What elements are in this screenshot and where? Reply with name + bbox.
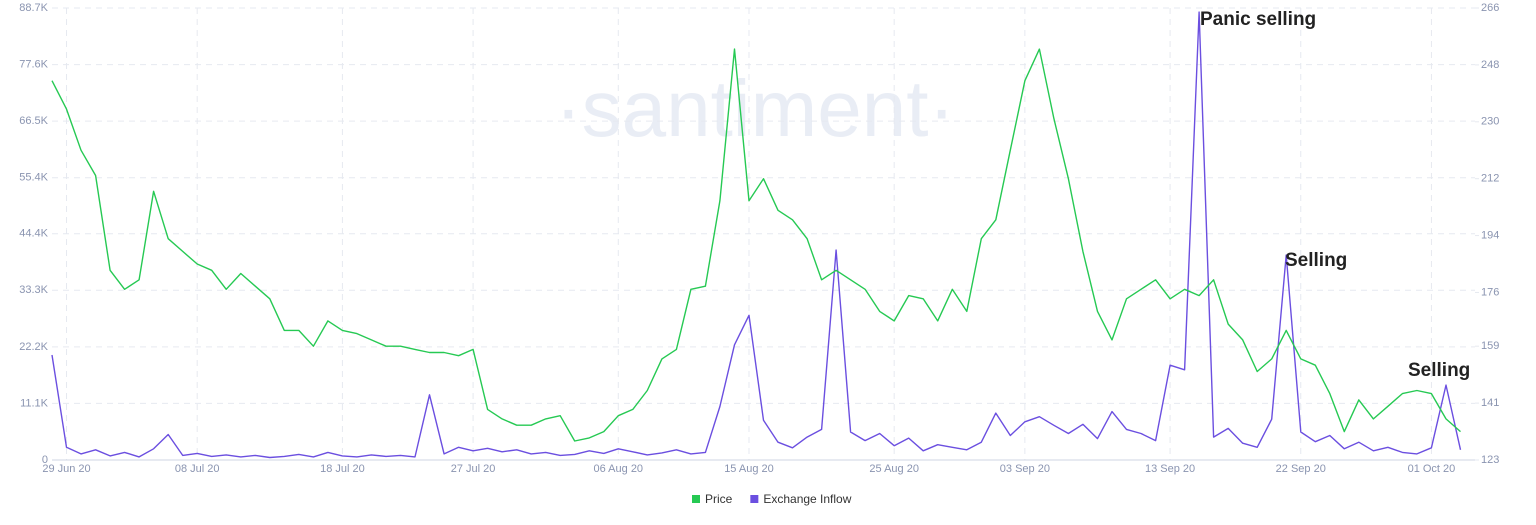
x-tick-label: 06 Aug 20: [594, 463, 644, 475]
y2-tick-label: 194: [1481, 229, 1499, 241]
legend-label: Price: [705, 492, 733, 506]
y-tick-label: 22.2K: [19, 341, 48, 353]
y-tick-label: 11.1K: [20, 397, 49, 409]
y-tick-label: 33.3K: [19, 284, 48, 296]
y-tick-label: 66.5K: [19, 115, 48, 127]
y-tick-label: 44.4K: [19, 228, 48, 240]
y-tick-label: 55.4K: [19, 172, 48, 184]
annotation: Selling: [1408, 360, 1470, 381]
x-tick-label: 03 Sep 20: [1000, 463, 1050, 475]
y-tick-label: 0: [42, 454, 48, 466]
y-tick-label: 88.7K: [19, 2, 48, 14]
series-line: [51, 11, 1462, 459]
x-tick-label: 08 Jul 20: [175, 463, 220, 475]
x-tick-label: 29 Jun 20: [42, 463, 90, 475]
watermark: ·santiment·: [555, 64, 955, 153]
y2-tick-label: 212: [1481, 173, 1499, 185]
y2-tick-label: 123: [1481, 454, 1499, 466]
legend-swatch: [750, 495, 759, 503]
x-tick-label: 01 Oct 20: [1408, 463, 1456, 475]
y2-tick-label: 248: [1481, 59, 1499, 71]
x-tick-label: 25 Aug 20: [869, 463, 919, 475]
annotation: Selling: [1285, 250, 1347, 271]
legend-swatch: [692, 495, 700, 503]
x-tick-label: 18 Jul 20: [320, 463, 365, 475]
x-tick-label: 27 Jul 20: [451, 463, 496, 475]
y2-tick-label: 141: [1481, 397, 1499, 409]
legend-label: Exchange Inflow: [763, 492, 851, 506]
x-tick-label: 22 Sep 20: [1276, 463, 1326, 475]
y-tick-label: 77.6K: [19, 58, 48, 70]
y2-tick-label: 266: [1481, 2, 1499, 14]
y2-tick-label: 159: [1481, 340, 1499, 352]
y2-tick-label: 230: [1481, 116, 1499, 128]
annotation: Panic selling: [1200, 9, 1316, 30]
series-line: [51, 48, 1461, 442]
y2-tick-label: 176: [1481, 286, 1499, 298]
x-tick-label: 13 Sep 20: [1145, 463, 1195, 475]
x-tick-label: 15 Aug 20: [724, 463, 774, 475]
